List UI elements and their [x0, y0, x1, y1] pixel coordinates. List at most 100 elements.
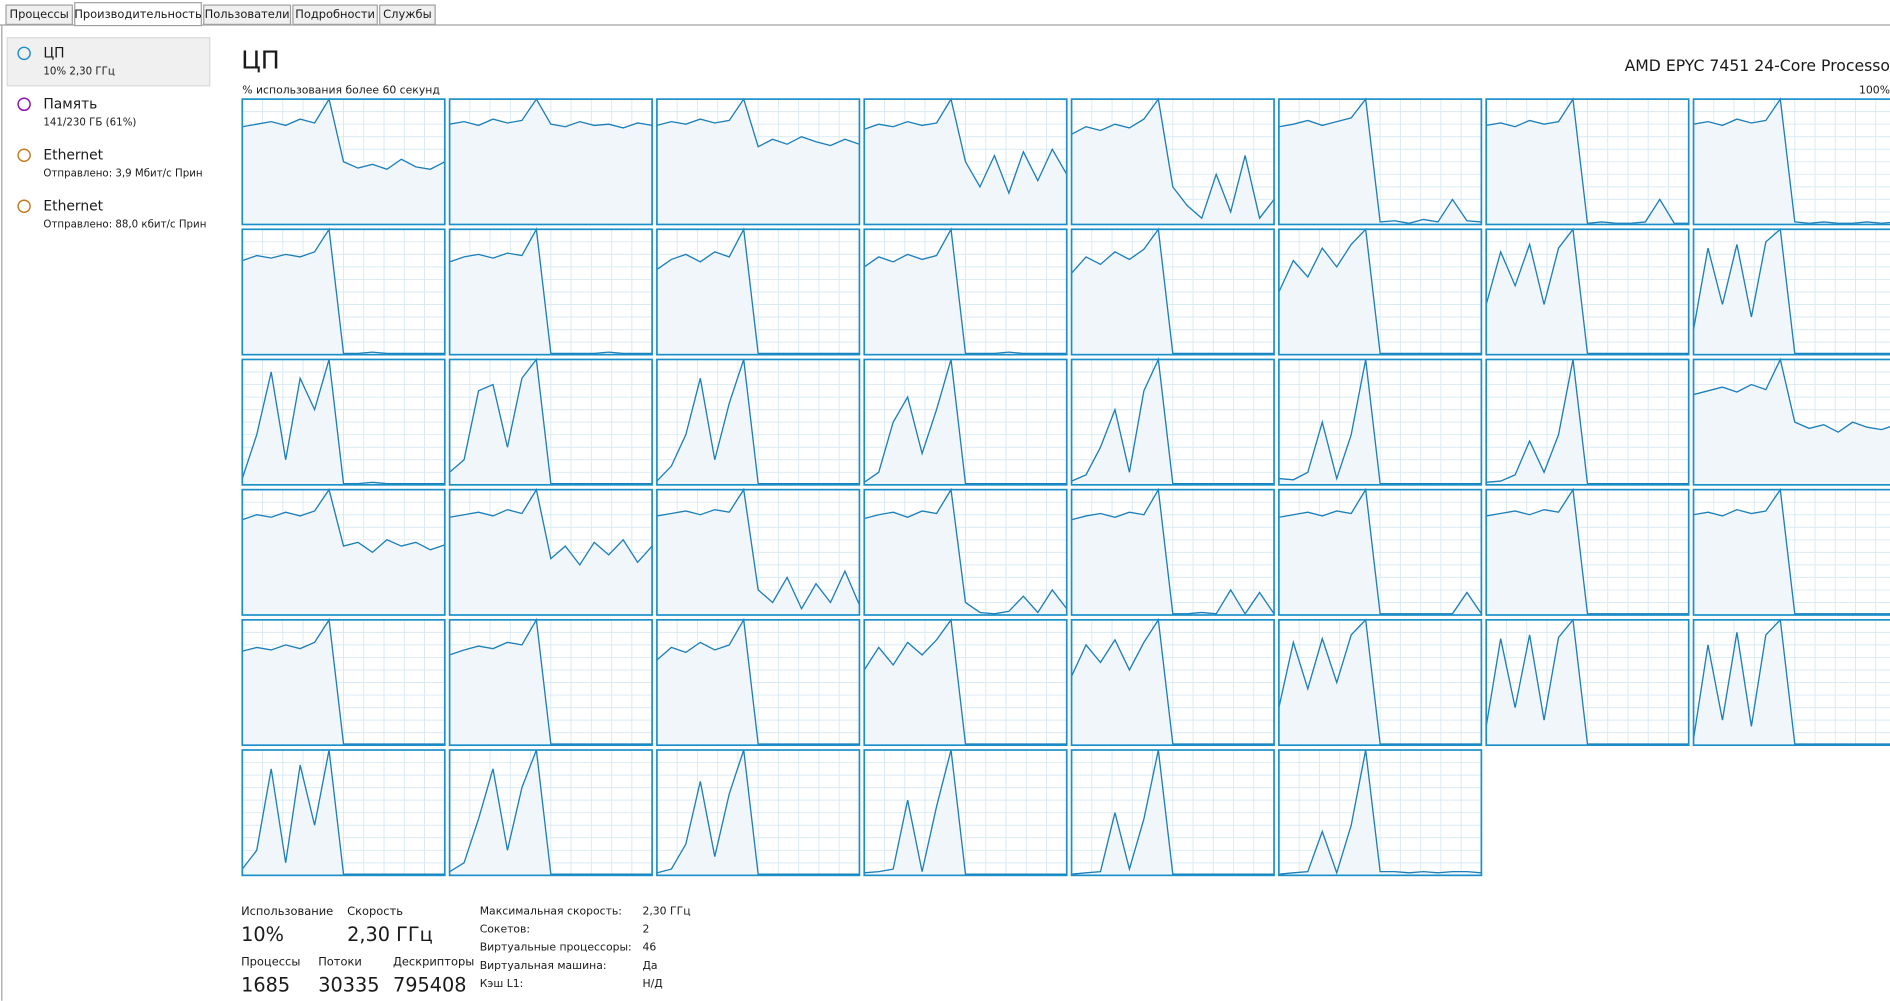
cpu-graph [1070, 97, 1275, 226]
tab-label: Производительность [74, 7, 202, 21]
sidebar-item[interactable]: Память 141/230 ГБ (61%) [17, 96, 136, 128]
tab[interactable]: Пользователи [203, 4, 292, 25]
stat-value: 2,30 ГГц [347, 923, 433, 946]
usage-line [1693, 487, 1890, 615]
tab-label: Службы [383, 7, 431, 21]
tab-label: Подробности [295, 7, 375, 21]
usage-area-fill [242, 489, 445, 616]
cpu-graph [1070, 487, 1275, 616]
usage-line [1692, 227, 1890, 355]
usage-line [242, 97, 446, 171]
cpu-graph [656, 617, 861, 747]
usage-line [241, 749, 445, 875]
sidebar-item[interactable]: Ethernet Отправлено: 3,9 Мбит/с Прин [17, 147, 203, 179]
graph-border [1070, 488, 1275, 616]
cpu-graph [863, 618, 1068, 747]
usage-area-fill [1486, 619, 1689, 746]
usage-line [1070, 617, 1275, 745]
usage-line [1278, 487, 1482, 615]
usage-line [1278, 749, 1482, 875]
spec-value: 2 [642, 923, 649, 936]
usage-area-fill [1278, 229, 1482, 355]
usage-line [449, 487, 653, 567]
usage-line [1486, 359, 1689, 485]
stat-label: Скорость [347, 904, 403, 918]
usage-area-fill [1486, 99, 1689, 225]
cpu-graph [863, 358, 1068, 486]
graph-border [1278, 618, 1483, 747]
tab[interactable]: Подробности [292, 4, 378, 25]
graph-border [241, 618, 446, 747]
usage-line [1692, 618, 1890, 745]
sidebar-detail: Отправлено: 3,9 Мбит/с Прин [43, 167, 202, 179]
sidebar-item[interactable]: ЦП 10% 2,30 ГГц [6, 37, 211, 87]
usage-line [864, 487, 1068, 615]
cpu-graph [241, 488, 446, 616]
usage-area-fill [1071, 619, 1275, 746]
graph-max-label: 100% [1859, 84, 1890, 97]
tab-label: Процессы [10, 7, 69, 21]
graph-border [241, 358, 446, 486]
graph-border [863, 228, 1068, 356]
cpu-graph [1485, 487, 1690, 616]
tab-box [379, 4, 436, 25]
tab[interactable]: Процессы [5, 4, 73, 25]
usage-area-fill [864, 359, 1067, 485]
usage-area-fill [1278, 489, 1482, 616]
cpu-graph [448, 227, 653, 356]
usage-line [1071, 749, 1275, 875]
usage-line [656, 487, 861, 611]
cpu-graph [1278, 749, 1483, 877]
cpu-graph [1692, 97, 1890, 226]
cpu-graph [1070, 749, 1275, 877]
graph-border [656, 98, 861, 226]
sidebar-item[interactable]: Ethernet Отправлено: 88,0 кбит/с Прин [17, 198, 206, 230]
cpu-graph [1278, 358, 1483, 486]
graph-border [448, 358, 653, 486]
sidebar-title: Ethernet [43, 147, 103, 163]
graph-border [656, 749, 861, 877]
graph-border [241, 749, 446, 877]
usage-line [449, 749, 653, 875]
tab-box [292, 4, 378, 25]
usage-line [1693, 357, 1890, 433]
cpu-graph [656, 97, 861, 226]
usage-area-fill [1693, 359, 1890, 485]
usage-line [656, 359, 860, 485]
usage-area-fill [656, 619, 860, 746]
cpu-graph [656, 227, 861, 356]
graph-border [1485, 98, 1690, 226]
usage-area-fill [449, 229, 653, 355]
stat-value: 1685 [241, 974, 290, 997]
usage-line [242, 227, 445, 355]
cpu-graph [448, 749, 653, 877]
usage-area-fill [1071, 750, 1275, 876]
cpu-graph [656, 749, 861, 877]
sidebar-selection [6, 37, 211, 87]
cpu-graph [1070, 357, 1275, 486]
usage-area-fill [1071, 359, 1275, 485]
usage-area-fill [449, 359, 653, 485]
graph-border [1070, 98, 1275, 226]
cpu-graph [241, 358, 446, 486]
graph-border [1485, 228, 1690, 356]
spec-value: 46 [642, 941, 656, 954]
graph-border [1485, 618, 1690, 747]
spec-label: Виртуальная машина: [480, 959, 607, 972]
graph-border [863, 618, 1068, 747]
usage-area-fill [449, 750, 653, 876]
cpu-graph [448, 487, 653, 616]
sidebar-title: Память [43, 96, 97, 112]
cpu-graph [1485, 358, 1690, 486]
tab[interactable]: Службы [379, 4, 436, 25]
usage-line [449, 227, 653, 355]
tab[interactable]: Производительность [74, 2, 202, 27]
usage-area-fill [1693, 99, 1890, 225]
graph-border [1070, 358, 1275, 486]
cpu-graph [863, 97, 1068, 226]
usage-line [1278, 97, 1482, 224]
cpu-graph [241, 617, 446, 747]
usage-line [656, 97, 860, 148]
usage-line [242, 488, 445, 554]
usage-area-fill [1071, 489, 1275, 616]
